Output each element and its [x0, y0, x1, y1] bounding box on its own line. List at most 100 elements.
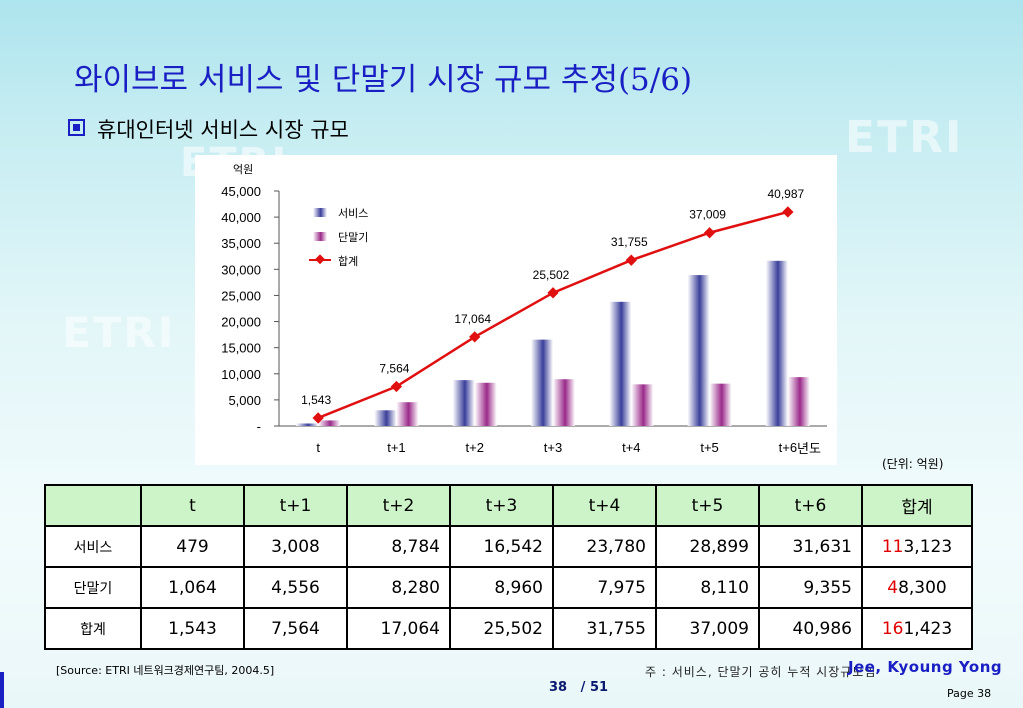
total-point — [547, 287, 559, 299]
total-rest: 3,123 — [903, 536, 953, 557]
row-label: 서비스 — [44, 525, 142, 568]
total-point — [390, 380, 403, 393]
table-header-row: t t+1 t+2 t+3 t+4 t+5 t+6 합계 — [44, 484, 973, 527]
row-label: 합계 — [44, 607, 142, 650]
page-title: 와이브로 서비스 및 단말기 시장 규모 추정(5/6) — [74, 62, 693, 98]
legend-label: 단말기 — [338, 231, 368, 244]
y-tick-label: 5,000 — [228, 393, 261, 408]
table-header-cell — [44, 484, 142, 527]
page-label: Page 38 — [947, 687, 992, 700]
chart-panel: - 5,000 10,000 15,000 20,000 25,000 30,000 35,0… — [195, 155, 837, 465]
legend-label: 서비스 — [338, 207, 368, 220]
table-row: 합계 1,543 7,564 17,064 25,502 31,755 37,0… — [44, 607, 973, 650]
table-cell: 1,543 — [140, 607, 245, 650]
page-total: / 51 — [580, 680, 609, 695]
table-cell: 31,631 — [758, 525, 863, 568]
table-cell: 1,064 — [140, 566, 245, 609]
market-size-table: t t+1 t+2 t+3 t+4 t+5 t+6 합계 서비스 479 3,0… — [44, 484, 973, 650]
table-header-cell: t — [140, 484, 245, 527]
data-label: 17,064 — [454, 312, 491, 326]
data-label: 40,987 — [768, 187, 805, 201]
total-cell: 113,123 — [861, 525, 973, 568]
data-label: 1,543 — [301, 393, 331, 407]
table-cell: 31,755 — [552, 607, 657, 650]
x-tick-label: t+6 — [779, 440, 797, 455]
y-tick-label: 45,000 — [221, 184, 261, 199]
table-row: 단말기 1,064 4,556 8,280 8,960 7,975 8,110 … — [44, 566, 973, 609]
subtitle: 휴대인터넷 서비스 시장 규모 — [68, 114, 349, 144]
total-highlight: 11 — [881, 536, 904, 557]
left-accent-bar — [0, 672, 4, 708]
unit-note: (단위: 억원) — [882, 457, 944, 471]
table-cell: 25,502 — [449, 607, 554, 650]
table-header-cell: t+1 — [243, 484, 348, 527]
y-tick-label: 30,000 — [221, 262, 261, 277]
bar-device — [553, 379, 575, 426]
y-axis-title: 억원 — [233, 163, 253, 176]
bar-service — [374, 410, 397, 426]
bar-device — [709, 383, 732, 426]
table-header-cell: t+5 — [655, 484, 760, 527]
table-header-cell: t+3 — [449, 484, 554, 527]
data-label: 7,564 — [379, 361, 409, 375]
total-cell: 48,300 — [861, 566, 973, 609]
total-point — [782, 206, 794, 218]
legend-marker — [315, 254, 325, 265]
y-tick-label: - — [257, 419, 261, 434]
data-label: 31,755 — [611, 235, 648, 249]
data-label: 37,009 — [689, 208, 726, 222]
y-tick-label: 25,000 — [221, 288, 261, 303]
market-size-chart: - 5,000 10,000 15,000 20,000 25,000 30,000 35,0… — [221, 163, 827, 457]
y-tick-label: 15,000 — [221, 341, 261, 356]
bar-device — [787, 377, 810, 426]
x-tick-label: t+1 — [387, 440, 405, 455]
x-tick-label: t+3 — [544, 440, 562, 455]
x-tick-label: t+5 — [700, 440, 718, 455]
table-cell: 23,780 — [552, 525, 657, 568]
total-cell: 161,423 — [861, 607, 973, 650]
x-tick-label: t+2 — [465, 440, 483, 455]
x-tick-label: t+4 — [622, 440, 640, 455]
table-cell: 16,542 — [449, 525, 554, 568]
legend-swatch — [313, 232, 327, 241]
legend-label: 합계 — [338, 255, 358, 268]
bar-device — [474, 382, 497, 426]
author-name: Jee, Kyoung Yong — [848, 658, 1003, 676]
total-point — [703, 227, 716, 239]
bar-device — [631, 384, 654, 426]
bar-service — [296, 423, 319, 426]
watermark-etri-left: ETRI — [62, 308, 176, 357]
bar-device — [318, 420, 341, 426]
y-tick-label: 10,000 — [221, 367, 261, 382]
table-header-cell: t+4 — [552, 484, 657, 527]
source-citation: [Source: ETRI 네트워크경제연구팀, 2004.5] — [56, 664, 275, 677]
total-point — [625, 254, 637, 266]
subtitle-text: 휴대인터넷 서비스 시장 규모 — [97, 118, 349, 142]
x-tick-label: t — [316, 440, 320, 455]
table-cell: 8,784 — [346, 525, 451, 568]
bar-service — [452, 380, 475, 426]
table-row: 서비스 479 3,008 8,784 16,542 23,780 28,899… — [44, 525, 973, 568]
table-cell: 28,899 — [655, 525, 760, 568]
table-cell: 7,975 — [552, 566, 657, 609]
bar-service — [609, 301, 632, 426]
page-number: 38 — [549, 680, 568, 695]
y-tick-label: 20,000 — [221, 315, 261, 330]
x-axis-title: 년도 — [797, 442, 821, 457]
page-counter: 38 / 51 — [549, 680, 608, 695]
table-cell: 17,064 — [346, 607, 451, 650]
table-cell: 37,009 — [655, 607, 760, 650]
row-label: 단말기 — [44, 566, 142, 609]
table-cell: 8,960 — [449, 566, 554, 609]
watermark-etri-top: ETRI — [845, 112, 964, 163]
bar-service — [765, 260, 788, 426]
y-tick-label: 40,000 — [221, 210, 261, 225]
y-tick-label: 35,000 — [221, 236, 261, 251]
legend-swatch — [313, 208, 327, 217]
total-highlight: 4 — [887, 577, 899, 598]
table-cell: 7,564 — [243, 607, 348, 650]
footnote: 주 : 서비스, 단말기 공히 누적 시장규모임 — [645, 665, 877, 679]
table-header-cell: 합계 — [861, 484, 973, 527]
table-cell: 9,355 — [758, 566, 863, 609]
total-rest: 1,423 — [903, 618, 953, 639]
